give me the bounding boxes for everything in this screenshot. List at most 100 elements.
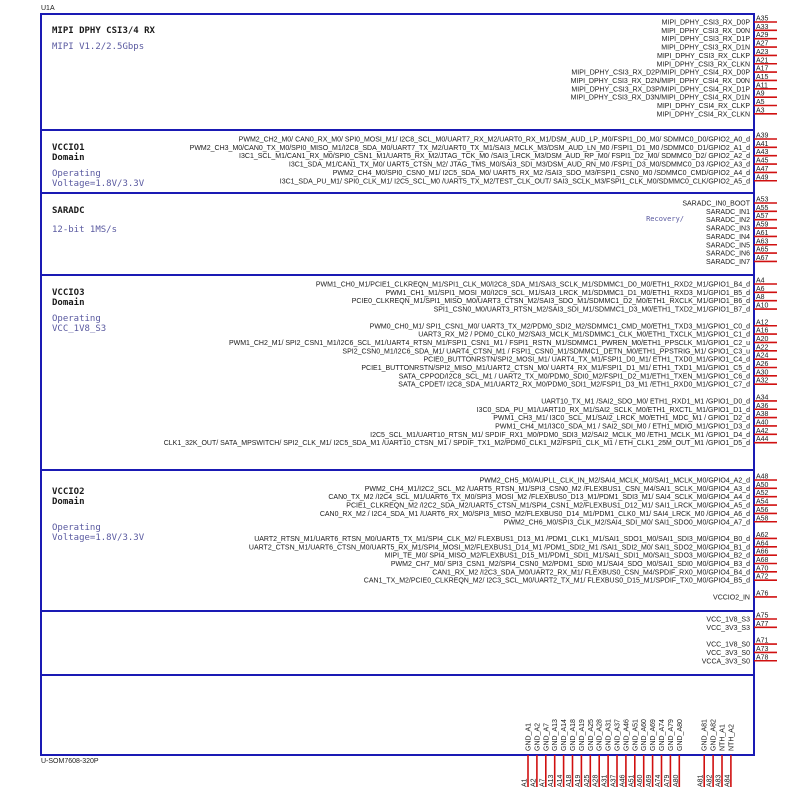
pin-number-A27: A27 — [756, 41, 769, 48]
pin-name-A78: VCCA_3V3_S0 — [702, 658, 750, 665]
pin-number-A78: A78 — [756, 654, 769, 661]
pin-number-A42: A42 — [756, 428, 769, 435]
pin-number-A57: A57 — [756, 213, 769, 220]
pin-name-A41: PWM2_CH3_M0/CAN0_TX_M0/SPI0_MISO_M1/I2C8… — [190, 145, 750, 152]
pin-name-A67: SARADC_IN7 — [706, 259, 750, 266]
pin-name-A58: PWM2_CH6_M0/SPI3_CLK_M2/SAI4_SDI_M0/ SAI… — [504, 519, 750, 526]
pin-name-A79: GND_A79 — [668, 719, 675, 751]
pin-name-A18: GND_A18 — [570, 719, 577, 751]
pin-name-A7: GND_A7 — [543, 723, 550, 751]
pin-number-A73: A73 — [756, 646, 769, 653]
pin-name-A39: PWM2_CH2_M0/ CAN0_RX_M0/ SPI0_MOSI_M1/ I… — [239, 137, 750, 144]
pin-number-A55: A55 — [756, 205, 769, 212]
pin-number-A37: A37 — [611, 774, 618, 787]
pin-name-A3: MIPI_DPHY_CSI4_RX_CLKN — [657, 111, 750, 118]
section-vccio3-title2: Domain — [52, 297, 85, 308]
pin-name-A51: GND_A51 — [632, 719, 639, 751]
pin-number-A68: A68 — [756, 557, 769, 564]
pin-number-A12: A12 — [756, 319, 769, 326]
pin-number-A16: A16 — [756, 328, 769, 335]
pin-number-A6: A6 — [756, 286, 765, 293]
pin-name-A83: NTH_A1 — [720, 724, 727, 751]
pin-name-A22: SPI2_CSN0_M1/I2C6_SDA_M1/ UART4_CTSN_M1 … — [342, 348, 750, 355]
pin-name-A30: SATA_CPPOD/I2C8_SCL_M1 / UART2_TX_M0/PDM… — [399, 373, 750, 380]
pin-name-A74: GND_A74 — [659, 719, 666, 751]
pin-number-A75: A75 — [756, 613, 769, 620]
pin-number-A69: A69 — [646, 774, 653, 787]
pin-number-A48: A48 — [756, 474, 769, 481]
pin-name-A21: MIPI_DPHY_CSI3_RX_CLKN — [657, 61, 750, 68]
pin-name-A2: GND_A2 — [534, 723, 541, 751]
pin-name-A1: GND_A1 — [526, 723, 533, 751]
pin-name-A68: PWM2_CH7_M0/ SPI3_CSN1_M2/SPI4_CSN0_M2/P… — [391, 561, 750, 568]
pin-name-A33: MIPI_DPHY_CSI3_RX_D0N — [661, 28, 750, 35]
section-vccio3-note1: Operating — [52, 314, 101, 324]
pin-name-A13: GND_A13 — [552, 719, 559, 751]
pin-number-A80: A80 — [673, 774, 680, 787]
pin-number-A28: A28 — [593, 774, 600, 787]
pin-number-A24: A24 — [756, 353, 769, 360]
pin-number-A29: A29 — [756, 32, 769, 39]
pin-number-A67: A67 — [756, 255, 769, 262]
pin-number-A4: A4 — [756, 278, 765, 285]
pin-number-A10: A10 — [756, 303, 769, 310]
pin-number-A76: A76 — [756, 590, 769, 597]
pin-name-A4: PWM1_CH0_M1/PCIE1_CLKREQN_M1/SPI1_CLK_M0… — [316, 282, 750, 289]
pin-name-A80: GND_A80 — [677, 719, 684, 751]
pin-name-A71: VCC_1V8_S0 — [706, 642, 750, 649]
pin-number-A32: A32 — [756, 378, 769, 385]
pin-number-A21: A21 — [756, 57, 769, 64]
pin-name-A45: I3C1_SDA_M1/CAN1_TX_M0/ UART5_CTSN_M2/ J… — [289, 162, 750, 169]
pin-name-A35: MIPI_DPHY_CSI3_RX_D0P — [662, 20, 751, 27]
section-vccio2-title: VCCIO2 — [52, 487, 85, 497]
pin-name-A77: VCC_3V3_S3 — [706, 625, 750, 632]
pin-name-A62: UART2_RTSN_M1/UART6_RTSN_M0/UART5_TX_M1/… — [254, 536, 750, 543]
pin-number-A44: A44 — [756, 436, 769, 443]
pin-name-A69: GND_A69 — [650, 719, 657, 751]
pin-number-A5: A5 — [756, 99, 765, 106]
saradc-pin-note: Recovery/ — [646, 215, 684, 223]
pin-name-A49: I3C1_SDA_PU_M1/ SPI0_CLK_M1/ I2C5_SCL_M0… — [280, 178, 750, 185]
pin-number-A38: A38 — [756, 411, 769, 418]
pin-number-A31: A31 — [602, 774, 609, 787]
pin-number-A20: A20 — [756, 336, 769, 343]
pin-name-A59: SARADC_IN3 — [706, 226, 750, 233]
pin-name-A54: PCIE1_CLKREQN_M2 /I2C2_SDA_M2/UART5_CTSN… — [346, 503, 750, 510]
pin-number-A49: A49 — [756, 174, 769, 181]
pin-number-A47: A47 — [756, 166, 769, 173]
pin-name-A37: GND_A37 — [615, 719, 622, 751]
pin-number-A65: A65 — [756, 247, 769, 254]
pin-name-A75: VCC_1V8_S3 — [706, 617, 750, 624]
pin-name-A84: NTH_A2 — [728, 724, 735, 751]
pin-number-A45: A45 — [756, 158, 769, 165]
pin-name-A81: GND_A81 — [702, 719, 709, 751]
pin-number-A61: A61 — [756, 230, 769, 237]
pin-number-A46: A46 — [619, 774, 626, 787]
pin-number-A35: A35 — [756, 16, 769, 23]
pin-number-A7: A7 — [539, 778, 546, 787]
pin-number-A81: A81 — [698, 774, 705, 787]
pin-number-A39: A39 — [756, 133, 769, 140]
pin-number-A34: A34 — [756, 394, 769, 401]
pin-number-A62: A62 — [756, 532, 769, 539]
pin-name-A8: PCIE0_CLKREQN_M1/SPI1_MISO_M0/UART3_CTSN… — [352, 298, 750, 305]
pin-number-A66: A66 — [756, 549, 769, 556]
pin-name-A64: UART2_CTSN_M1/UART6_CTSN_M0/UART5_RX_M1/… — [249, 544, 750, 551]
pin-name-A9: MIPI_DPHY_CSI3_RX_D3N/MIPI_DPHY_CSI4_RX_… — [571, 95, 750, 102]
pin-number-A41: A41 — [756, 141, 769, 148]
pin-number-A79: A79 — [664, 774, 671, 787]
pin-number-A22: A22 — [756, 344, 769, 351]
pin-name-A52: CAN0_TX_M2 /I2C4_SCL_M1/UART6_TX_M0/SPI3… — [328, 494, 750, 501]
pin-number-A84: A84 — [724, 774, 731, 787]
pin-number-A17: A17 — [756, 66, 769, 73]
pin-number-A13: A13 — [548, 774, 555, 787]
section-vccio1-note2: Voltage=1.8V/3.3V — [52, 179, 145, 189]
section-vccio1-title2: Domain — [52, 152, 85, 163]
pin-number-A74: A74 — [655, 774, 662, 787]
pin-number-A1: A1 — [522, 778, 529, 787]
pin-number-A72: A72 — [756, 574, 769, 581]
pin-name-A60: GND_A60 — [641, 719, 648, 751]
pin-number-A70: A70 — [756, 565, 769, 572]
pin-name-A47: PWM2_CH4_M0/SPI0_CSN0_M1/ I2C5_SDA_M0/ U… — [333, 170, 750, 177]
